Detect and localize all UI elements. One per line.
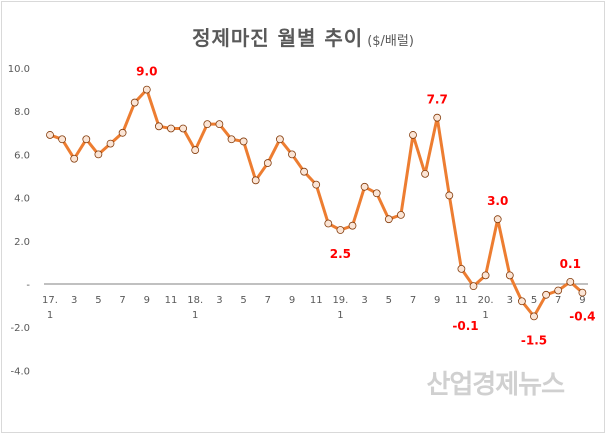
- data-point: [409, 131, 417, 139]
- data-point: [154, 122, 163, 131]
- data-point: [191, 146, 200, 154]
- x-tick-label: 11: [455, 295, 468, 306]
- y-tick-label: 8.0: [14, 107, 30, 118]
- x-tick-label: 19.: [332, 295, 348, 306]
- data-point: [288, 150, 296, 159]
- x-tick-label-year: 1: [337, 310, 343, 321]
- data-point: [106, 139, 115, 148]
- data-point: [167, 124, 175, 133]
- data-point: [481, 271, 490, 280]
- data-point: [493, 215, 502, 224]
- y-tick-label: 6.0: [14, 150, 30, 161]
- x-tick-label: 3: [216, 295, 222, 306]
- data-point: [94, 150, 103, 159]
- chart-title: 정제마진 월별 추이 ($/배럴): [0, 22, 606, 51]
- y-tick-label: 4.0: [14, 194, 30, 205]
- data-point: [203, 120, 212, 129]
- x-tick-label: 9: [579, 295, 585, 306]
- y-tick-label: -4.0: [10, 366, 30, 377]
- data-point: [46, 131, 54, 139]
- data-point: [348, 221, 357, 230]
- data-point: [433, 113, 442, 122]
- chart-unit: ($/배럴): [367, 34, 414, 49]
- x-tick-label-year: 1: [47, 310, 53, 321]
- data-label: -0.1: [452, 319, 478, 333]
- data-point: [384, 215, 393, 224]
- x-tick-label: 9: [434, 295, 440, 306]
- data-point: [118, 128, 127, 137]
- data-point: [251, 176, 260, 185]
- data-point: [372, 189, 381, 198]
- x-tick-label: 7: [555, 295, 561, 306]
- x-tick-label: 9: [289, 295, 295, 306]
- data-point: [324, 219, 333, 228]
- y-tick-label: 2.0: [14, 237, 30, 248]
- x-tick-label: 11: [165, 295, 178, 306]
- data-point: [457, 264, 466, 273]
- data-point: [396, 210, 405, 219]
- data-point: [578, 288, 587, 297]
- x-tick-label: 11: [310, 295, 323, 306]
- data-point: [566, 277, 575, 286]
- data-point: [469, 282, 478, 291]
- data-point: [312, 180, 321, 189]
- x-tick-label: 3: [71, 295, 77, 306]
- data-point: [215, 120, 224, 129]
- x-tick-label: 5: [240, 295, 246, 306]
- y-tick-label: -: [26, 280, 30, 291]
- x-tick-label: 5: [95, 295, 101, 306]
- data-point: [275, 135, 284, 144]
- data-point: [142, 85, 151, 94]
- data-label: -1.5: [521, 333, 547, 347]
- data-point: [421, 169, 430, 178]
- x-tick-label: 17.: [42, 295, 58, 306]
- data-point: [82, 135, 91, 144]
- x-tick-label: 9: [144, 295, 150, 306]
- data-point: [518, 297, 526, 306]
- x-tick-label: 5: [531, 295, 537, 306]
- data-point: [58, 135, 66, 144]
- chart-title-text: 정제마진 월별 추이: [192, 26, 364, 50]
- data-label: 2.5: [330, 247, 351, 261]
- data-point: [227, 135, 236, 144]
- x-tick-label: 7: [265, 295, 271, 306]
- x-tick-label: 3: [361, 295, 367, 306]
- data-point: [445, 191, 454, 200]
- x-tick-label: 3: [507, 295, 513, 306]
- data-label: 3.0: [487, 194, 508, 208]
- data-point: [179, 124, 188, 133]
- x-tick-label-year: 1: [192, 310, 198, 321]
- data-point: [336, 226, 345, 234]
- y-tick-label: -2.0: [10, 323, 30, 334]
- data-point: [505, 271, 514, 280]
- data-point: [530, 312, 538, 321]
- x-tick-label-year: 1: [482, 310, 488, 321]
- data-point: [542, 290, 550, 299]
- x-tick-label: 20.: [478, 295, 494, 306]
- data-point: [300, 167, 309, 176]
- data-label: 9.0: [136, 65, 157, 79]
- x-tick-label: 18.: [187, 295, 203, 306]
- data-point: [554, 286, 563, 295]
- x-tick-label: 7: [119, 295, 125, 306]
- x-tick-label: 7: [410, 295, 416, 306]
- data-label: -0.4: [569, 310, 595, 324]
- x-tick-label: 5: [386, 295, 392, 306]
- data-point: [263, 159, 272, 167]
- data-point: [130, 98, 139, 107]
- data-label: 0.1: [560, 257, 581, 271]
- watermark: 산업경제뉴스: [426, 370, 565, 400]
- y-tick-label: 10.0: [8, 64, 30, 75]
- data-point: [70, 154, 79, 163]
- data-point: [360, 182, 369, 191]
- data-point: [239, 137, 248, 146]
- data-label: 7.7: [427, 93, 448, 107]
